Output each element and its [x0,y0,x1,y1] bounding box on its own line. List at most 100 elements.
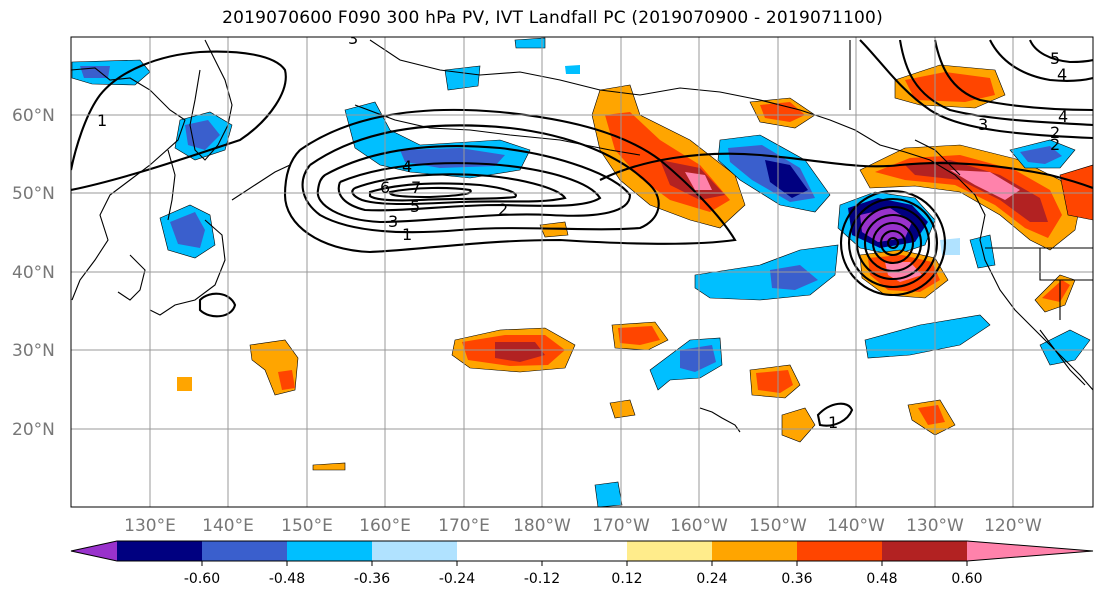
lon-label: 140°E [202,516,254,536]
pv-contour-south-small [816,402,854,427]
colorbar-tick-label: 0.12 [611,571,642,587]
lat-label: 40°N [12,263,55,283]
colorbar-tick-label: 0.24 [696,571,727,587]
coastline-sakhalin [167,149,176,221]
shade-south-orange-c [609,399,636,419]
shade-west-coast-blue [864,314,991,359]
colorbar-outline [70,540,1094,562]
coastline-alaska [369,39,1093,391]
contour-label: 5 [410,197,420,216]
colorbar-tick-label: -0.24 [439,571,475,587]
contour-label: 1 [402,225,412,244]
lon-label: 170°E [438,516,490,536]
shade-alaska-small-red [760,102,805,122]
contour-layer [71,39,1093,427]
shade-small-blue-i [940,238,960,255]
shade-dateline-dark-red [495,342,545,362]
lat-label: 30°N [12,341,55,361]
shade-east-pac-red [756,370,793,393]
colorbar-ticks [201,561,968,566]
shade-hawaii-blue-core [680,345,716,372]
colorbar-tick-label: -0.48 [269,571,305,587]
coastline-layer [71,39,1093,433]
shade-japan-blue-core [170,212,205,248]
colorbar-swatch [202,541,287,561]
lon-label: 170°W [592,516,650,536]
colorbar-tick-label: -0.60 [184,571,220,587]
pv-contour-japan-small [198,292,237,318]
lon-label: 130°E [124,516,176,536]
colorbar-tick-label: 0.60 [951,571,982,587]
coastline-japan [149,219,226,316]
contour-label: 3 [978,115,988,134]
shade-canada-blue-core [1020,146,1062,164]
shade-alaska-navy [765,160,808,198]
pv-contour-4 [337,162,602,212]
shade-small-blue-g [514,37,546,49]
colorbar-swatch [372,541,457,561]
coastline-hawaii [699,407,741,433]
contour-label: 3 [348,29,358,48]
pv-contour-low-3 [855,205,931,281]
shade-south-orange-a [781,407,816,443]
lon-label: 130°W [906,516,964,536]
pv-contour-3 [316,145,632,224]
shade-south-red-b [918,405,945,425]
lon-label: 180°W [513,516,571,536]
contour-label-layer: 1 2 3 4 5 6 7 1 2 3 4 5 1 2 3 4 [97,29,1068,432]
shade-california-red [1042,280,1070,302]
contour-label: 2 [1050,123,1060,142]
pv-contour-low-7 [886,236,900,250]
colorbar-tick-label: -0.36 [354,571,390,587]
shade-small-blue-f [444,65,481,91]
colorbar-swatch [117,541,202,561]
lat-label: 20°N [12,420,55,440]
plot-title: 2019070600 F090 300 hPa PV, IVT Landfall… [222,8,883,28]
contour-label: 1 [828,413,838,432]
shade-small-blue-h [565,65,580,74]
colorbar-swatch [287,541,372,561]
contour-label: 3 [388,212,398,231]
colorbar-swatches [71,541,1093,561]
pv-contour-low-1 [839,189,947,297]
contour-label: 4 [1058,107,1068,126]
pv-contour-ne-5 [1029,39,1093,64]
map-layers: 1 2 3 4 5 6 7 1 2 3 4 5 1 2 3 4 [71,29,1093,507]
gridline-layer [71,37,1093,507]
pv-contour-ne-1 [859,39,1093,140]
lon-label: 120°W [984,516,1042,536]
pv-contour-low-2 [847,197,939,289]
coastline-canada-islands [914,139,961,176]
pv-contour-ne-4 [989,39,1093,82]
shade-south-blue-small [594,481,623,507]
colorbar-swatch [967,541,1093,561]
latitude-labels: 60°N 50°N 40°N 30°N 20°N [12,106,55,440]
pv-contour-alaska [599,152,1093,189]
coastline-aleutians [354,104,641,156]
lon-label: 160°W [670,516,728,536]
colorbar-swatch [457,541,542,561]
colorbar-swatch [797,541,882,561]
lon-label: 150°W [749,516,807,536]
colorbar-swatch [71,541,117,561]
coastline-korea [117,254,146,301]
contour-label: 2 [1050,135,1060,154]
colorbar-swatch [712,541,797,561]
lon-label: 160°E [359,516,411,536]
coastline-canada-states [1039,248,1093,320]
contour-label: 6 [380,178,390,197]
lon-label: 150°E [281,516,333,536]
shade-wpac-red [278,370,295,390]
pv-contour-1-west [71,50,287,192]
pv-contour-5 [351,173,567,206]
shade-nwcanada-red [905,72,995,102]
longitude-labels: 130°E 140°E 150°E 160°E 170°E 180°W 170°… [124,516,1042,536]
coastline-kamchatka [189,39,233,161]
contour-label: 5 [1050,49,1060,68]
contour-label: 4 [1057,65,1067,84]
shade-small-orange-e [312,462,346,471]
pv-contour-low-4 [863,213,923,273]
lon-label: 140°W [827,516,885,536]
pv-contour-6 [368,182,518,202]
